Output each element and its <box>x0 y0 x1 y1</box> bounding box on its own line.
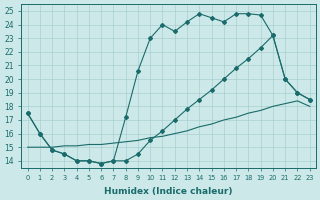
X-axis label: Humidex (Indice chaleur): Humidex (Indice chaleur) <box>104 187 233 196</box>
